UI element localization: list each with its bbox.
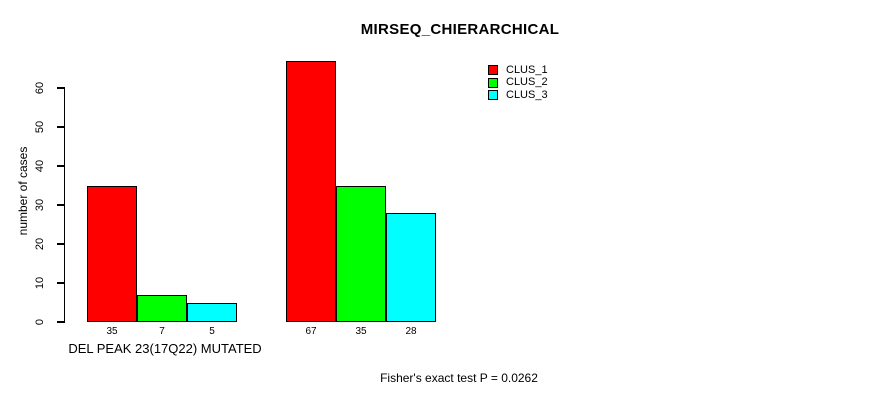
y-axis-tick	[57, 87, 64, 89]
bar-value-label: 5	[209, 326, 215, 337]
bar-clus_1-group2	[286, 60, 336, 322]
legend-item-label: CLUS_3	[506, 88, 548, 101]
y-axis-tick-label: 60	[34, 81, 46, 95]
x-axis-group-label: DEL PEAK 23(17Q22) MUTATED	[68, 341, 262, 356]
legend-swatch	[488, 90, 498, 101]
legend-swatch	[488, 77, 498, 88]
legend-item: CLUS_1	[488, 64, 548, 77]
y-axis-tick-label: 10	[34, 276, 46, 290]
y-axis-tick-label: 30	[34, 198, 46, 212]
bar-clus_2-group2	[336, 185, 386, 322]
bar-clus_3-group2	[386, 212, 436, 322]
legend: CLUS_1 CLUS_2 CLUS_3	[488, 64, 548, 102]
y-axis-tick	[57, 282, 64, 284]
bar-value-label: 35	[355, 326, 367, 337]
bar-clus_1-group1	[87, 185, 137, 322]
y-axis-tick-label: 20	[34, 237, 46, 251]
bar-value-label: 67	[305, 326, 317, 337]
legend-swatch	[488, 65, 498, 76]
y-axis-tick	[57, 126, 64, 128]
y-axis-line	[63, 87, 65, 323]
y-axis-tick-label: 50	[34, 120, 46, 134]
annotation-text: Fisher's exact test P = 0.0262	[380, 371, 538, 385]
y-axis-tick	[57, 165, 64, 167]
y-axis-tick-label: 0	[34, 318, 46, 326]
bar-clus_2-group1	[137, 294, 187, 322]
bar-clus_3-group1	[187, 302, 237, 322]
legend-item-label: CLUS_1	[506, 63, 548, 76]
y-axis-tick-label: 40	[34, 159, 46, 173]
y-axis-tick	[57, 321, 64, 323]
bar-value-label: 7	[159, 326, 165, 337]
legend-item-label: CLUS_2	[506, 76, 548, 89]
bar-value-label: 35	[106, 326, 118, 337]
legend-item: CLUS_2	[488, 77, 548, 90]
y-axis-tick	[57, 243, 64, 245]
bar-value-label: 28	[405, 326, 417, 337]
chart-title: MIRSEQ_CHIERARCHICAL	[360, 21, 560, 38]
y-axis-tick	[57, 204, 64, 206]
legend-item: CLUS_3	[488, 89, 548, 102]
